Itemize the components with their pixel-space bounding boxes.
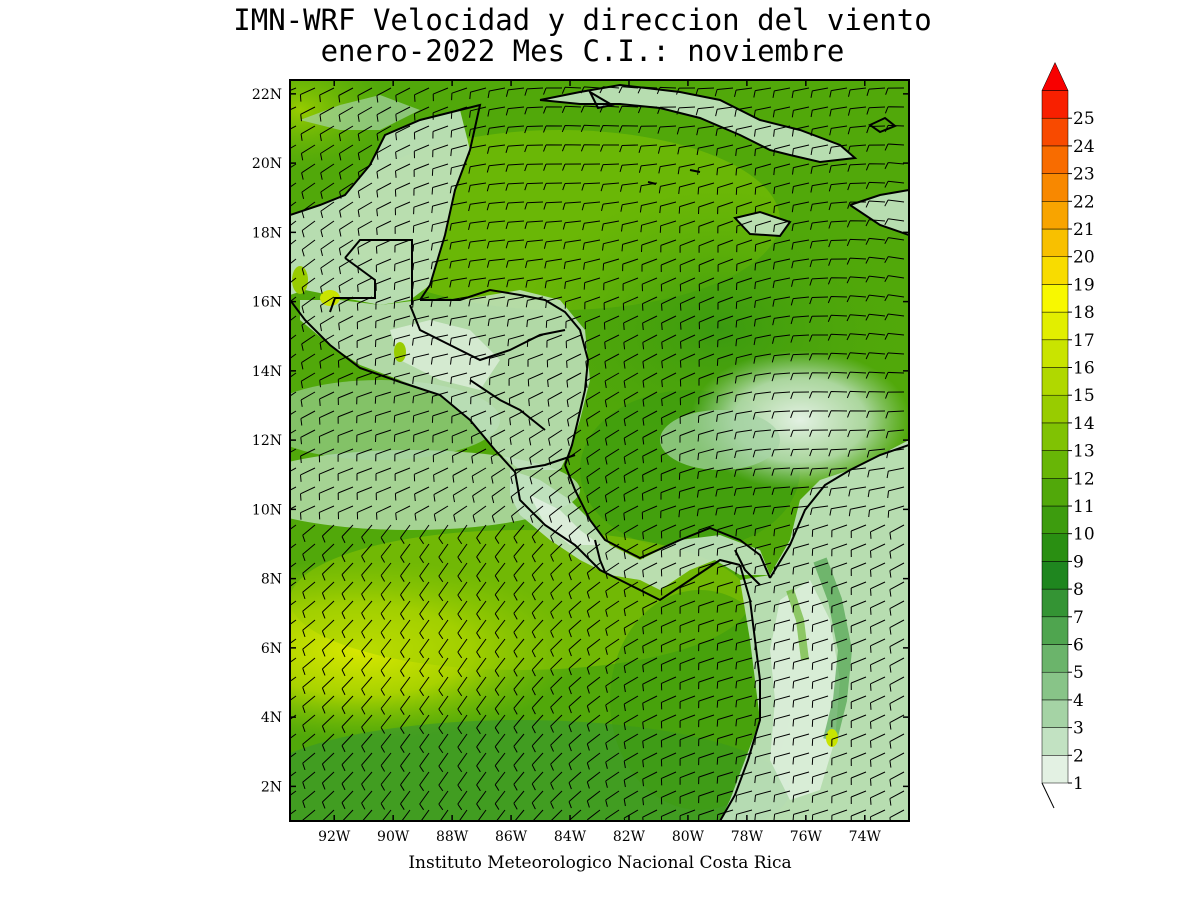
colorbar-label: 23 bbox=[1073, 165, 1095, 185]
colorbar-swatch bbox=[1041, 311, 1069, 341]
wind-barbs bbox=[290, 86, 905, 821]
colorbar-legend: 1234567891011121314151617181920212223242… bbox=[1041, 61, 1095, 809]
colorbar-swatch bbox=[1041, 561, 1069, 590]
colorbar-label: 24 bbox=[1073, 137, 1095, 157]
map-title-line-1: IMN-WRF Velocidad y direccion del viento bbox=[233, 3, 932, 37]
colorbar-label: 25 bbox=[1073, 109, 1095, 129]
wind-barb-set bbox=[290, 86, 905, 821]
lat-tick-label: 20N bbox=[252, 156, 282, 172]
lon-tick-label: 74W bbox=[849, 829, 882, 845]
lon-tick-label: 88W bbox=[436, 829, 469, 845]
lat-tick-label: 2N bbox=[261, 779, 282, 795]
colorbar-label: 1 bbox=[1073, 774, 1084, 794]
lon-tick-label: 80W bbox=[672, 829, 705, 845]
colorbar-swatch bbox=[1041, 201, 1069, 230]
lat-tick-label: 4N bbox=[261, 710, 282, 726]
lat-tick-label: 6N bbox=[261, 641, 282, 657]
colorbar-label: 12 bbox=[1073, 469, 1095, 489]
colorbar-label: 7 bbox=[1073, 608, 1084, 628]
colorbar-label: 20 bbox=[1073, 248, 1095, 268]
lon-tick-label: 78W bbox=[731, 829, 764, 845]
lon-tick-label: 84W bbox=[554, 829, 587, 845]
colorbar-label: 19 bbox=[1073, 275, 1095, 295]
colorbar-label: 17 bbox=[1073, 331, 1095, 351]
colorbar-label: 21 bbox=[1073, 220, 1095, 240]
colorbar-swatch bbox=[1041, 117, 1069, 147]
latitude-axis: 2N 4N 6N 8N 10N 12N 14N 16N 18N 20N 22N bbox=[252, 87, 909, 795]
colorbar-swatch bbox=[1041, 505, 1069, 534]
colorbar-swatch bbox=[1041, 755, 1069, 784]
colorbar-label: 13 bbox=[1073, 442, 1095, 462]
credit-line: Instituto Meteorologico Nacional Costa R… bbox=[408, 853, 792, 873]
colorbar-label: 15 bbox=[1073, 386, 1095, 406]
colorbar-swatch bbox=[1041, 394, 1069, 424]
wind-speed-field bbox=[290, 80, 909, 821]
colorbar-swatch bbox=[1041, 339, 1069, 368]
colorbar-label: 10 bbox=[1073, 525, 1095, 545]
colorbar-swatch bbox=[1041, 422, 1069, 451]
colorbar-swatch bbox=[1041, 450, 1069, 479]
lat-tick-label: 8N bbox=[261, 572, 282, 588]
colorbar-underflow-tick bbox=[1041, 782, 1055, 809]
colorbar-label: 11 bbox=[1073, 497, 1095, 517]
colorbar-swatch bbox=[1041, 588, 1069, 618]
colorbar-swatch bbox=[1041, 90, 1069, 119]
colorbar-swatch bbox=[1041, 256, 1069, 285]
lon-tick-label: 82W bbox=[613, 829, 646, 845]
colorbar-swatch bbox=[1041, 173, 1069, 202]
colorbar-swatch bbox=[1041, 533, 1069, 562]
coastlines bbox=[290, 83, 909, 821]
lat-tick-label: 12N bbox=[252, 433, 282, 449]
plot-frame bbox=[289, 79, 910, 822]
colorbar-swatch bbox=[1041, 671, 1069, 701]
colorbar-label: 3 bbox=[1073, 719, 1084, 739]
lon-tick-label: 76W bbox=[790, 829, 823, 845]
colorbar-label: 4 bbox=[1073, 691, 1084, 711]
colorbar-label: 2 bbox=[1073, 746, 1084, 766]
colorbar-swatch bbox=[1041, 699, 1069, 728]
map-title-line-2: enero-2022 Mes C.I.: noviembre bbox=[320, 34, 845, 68]
colorbar-label: 18 bbox=[1073, 303, 1095, 323]
colorbar-swatch bbox=[1041, 145, 1069, 174]
colorbar-label: 5 bbox=[1073, 663, 1084, 683]
longitude-axis: 92W 90W 88W 86W 84W 82W 80W 78W 76W 74W bbox=[318, 80, 881, 845]
colorbar-label: 14 bbox=[1073, 414, 1095, 434]
lat-tick-label: 16N bbox=[252, 295, 282, 311]
colorbar-swatch bbox=[1041, 367, 1069, 396]
lat-tick-label: 10N bbox=[252, 502, 282, 518]
lat-tick-label: 22N bbox=[252, 87, 282, 103]
colorbar-swatch bbox=[1041, 284, 1069, 313]
colorbar-label: 22 bbox=[1073, 192, 1095, 212]
colorbar-swatch bbox=[1041, 478, 1069, 507]
colorbar-swatch bbox=[1041, 616, 1069, 645]
colorbar-label: 6 bbox=[1073, 636, 1084, 656]
colorbar-label: 16 bbox=[1073, 359, 1095, 379]
colorbar-label: 8 bbox=[1073, 580, 1084, 600]
lon-tick-label: 90W bbox=[377, 829, 410, 845]
colorbar-swatch bbox=[1041, 228, 1069, 257]
colorbar-swatch bbox=[1041, 644, 1069, 673]
colorbar-swatch bbox=[1041, 727, 1069, 756]
lon-tick-label: 92W bbox=[318, 829, 351, 845]
lat-tick-label: 14N bbox=[252, 364, 282, 380]
colorbar-label: 9 bbox=[1073, 552, 1084, 572]
colorbar-overflow-arrow bbox=[1041, 61, 1069, 91]
lon-tick-label: 86W bbox=[495, 829, 528, 845]
lat-tick-label: 18N bbox=[252, 225, 282, 241]
